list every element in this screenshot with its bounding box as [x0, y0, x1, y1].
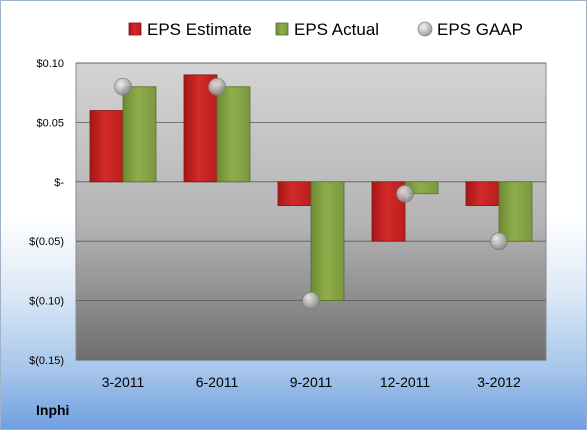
y-tick-label: $(0.10) — [29, 296, 64, 308]
eps-actual-bar — [310, 181, 345, 302]
legend-estimate-label: EPS Estimate — [147, 20, 252, 39]
eps-gaap-marker — [114, 77, 132, 96]
company-label: Inphi — [36, 402, 70, 418]
legend-actual-label: EPS Actual — [294, 20, 379, 39]
eps-estimate-bar — [277, 181, 312, 206]
x-tick-label: 6-2011 — [196, 374, 239, 390]
y-tick-label: $(0.05) — [29, 236, 64, 248]
eps-estimate-bar — [465, 181, 500, 206]
eps-actual-bar — [122, 86, 157, 183]
legend-gaap-label: EPS GAAP — [437, 20, 523, 39]
x-tick-label: 9-2011 — [290, 374, 333, 390]
eps-gaap-marker — [208, 77, 226, 96]
x-tick-label: 3-2011 — [102, 374, 145, 390]
eps-gaap-marker — [490, 232, 508, 251]
y-tick-label: $0.05 — [36, 117, 64, 129]
y-tick-label: $0.10 — [36, 58, 64, 70]
x-tick-label: 12-2011 — [380, 374, 431, 390]
y-tick-label: $(0.15) — [29, 355, 64, 367]
legend-actual-swatch — [275, 22, 289, 36]
eps-estimate-bar — [89, 110, 124, 183]
x-tick-label: 3-2012 — [477, 374, 521, 390]
eps-gaap-marker — [396, 184, 414, 203]
eps-actual-bar — [498, 181, 533, 242]
legend-estimate-swatch — [128, 22, 142, 36]
y-tick-label: $- — [54, 177, 64, 189]
eps-gaap-marker — [302, 291, 320, 310]
eps-actual-bar — [216, 86, 251, 183]
legend-gaap-swatch — [417, 21, 433, 37]
eps-chart: $0.10 $0.05 $- $(0.05) $(0.10) $(0.15) 3-2011 6… — [29, 20, 547, 390]
